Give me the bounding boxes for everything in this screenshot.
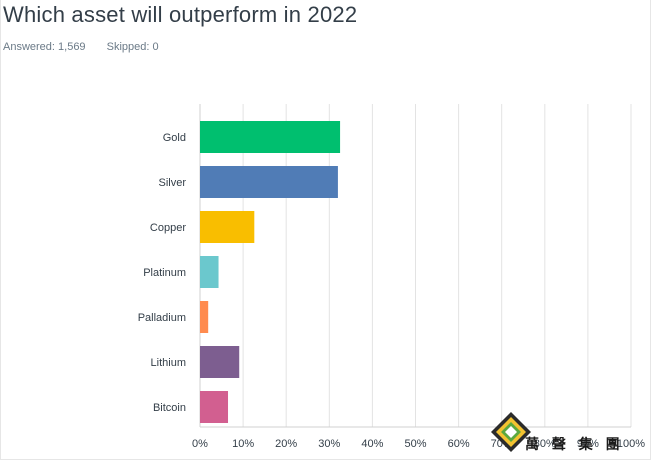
bar-lithium bbox=[200, 346, 240, 378]
category-label: Gold bbox=[163, 132, 186, 144]
watermark: 萬 聲 集 團 bbox=[489, 408, 649, 458]
x-tick-label: 40% bbox=[361, 438, 383, 450]
x-tick-label: 90% bbox=[577, 438, 599, 450]
x-tick-label: 10% bbox=[232, 438, 254, 450]
category-label: Lithium bbox=[151, 357, 186, 369]
category-label: Copper bbox=[150, 222, 186, 234]
x-tick-label: 30% bbox=[318, 438, 340, 450]
question-title: Which asset will outperform in 2022 bbox=[3, 2, 358, 27]
x-tick-label: 60% bbox=[448, 438, 470, 450]
bar-silver bbox=[200, 166, 338, 198]
watermark-text: 萬 聲 集 團 bbox=[525, 437, 624, 453]
category-label: Palladium bbox=[138, 312, 186, 324]
bar-bitcoin bbox=[200, 391, 229, 423]
response-stats: Answered: 1,569 Skipped: 0 bbox=[3, 41, 177, 53]
skipped-count: Skipped: 0 bbox=[106, 41, 159, 53]
category-label: Bitcoin bbox=[153, 402, 186, 414]
bar-palladium bbox=[200, 301, 209, 333]
answered-count: Answered: 1,569 bbox=[3, 41, 86, 53]
x-tick-label: 20% bbox=[275, 438, 297, 450]
category-label: Platinum bbox=[143, 267, 186, 279]
x-tick-label: 50% bbox=[404, 438, 426, 450]
category-label: Silver bbox=[158, 177, 186, 189]
x-tick-label: 80% bbox=[534, 438, 556, 450]
bar-copper bbox=[200, 211, 255, 243]
bar-gold bbox=[200, 121, 341, 153]
x-tick-label: 0% bbox=[192, 438, 208, 450]
bar-platinum bbox=[200, 256, 219, 288]
x-tick-label: 100% bbox=[617, 438, 645, 450]
diamond-logo-icon bbox=[491, 412, 531, 452]
